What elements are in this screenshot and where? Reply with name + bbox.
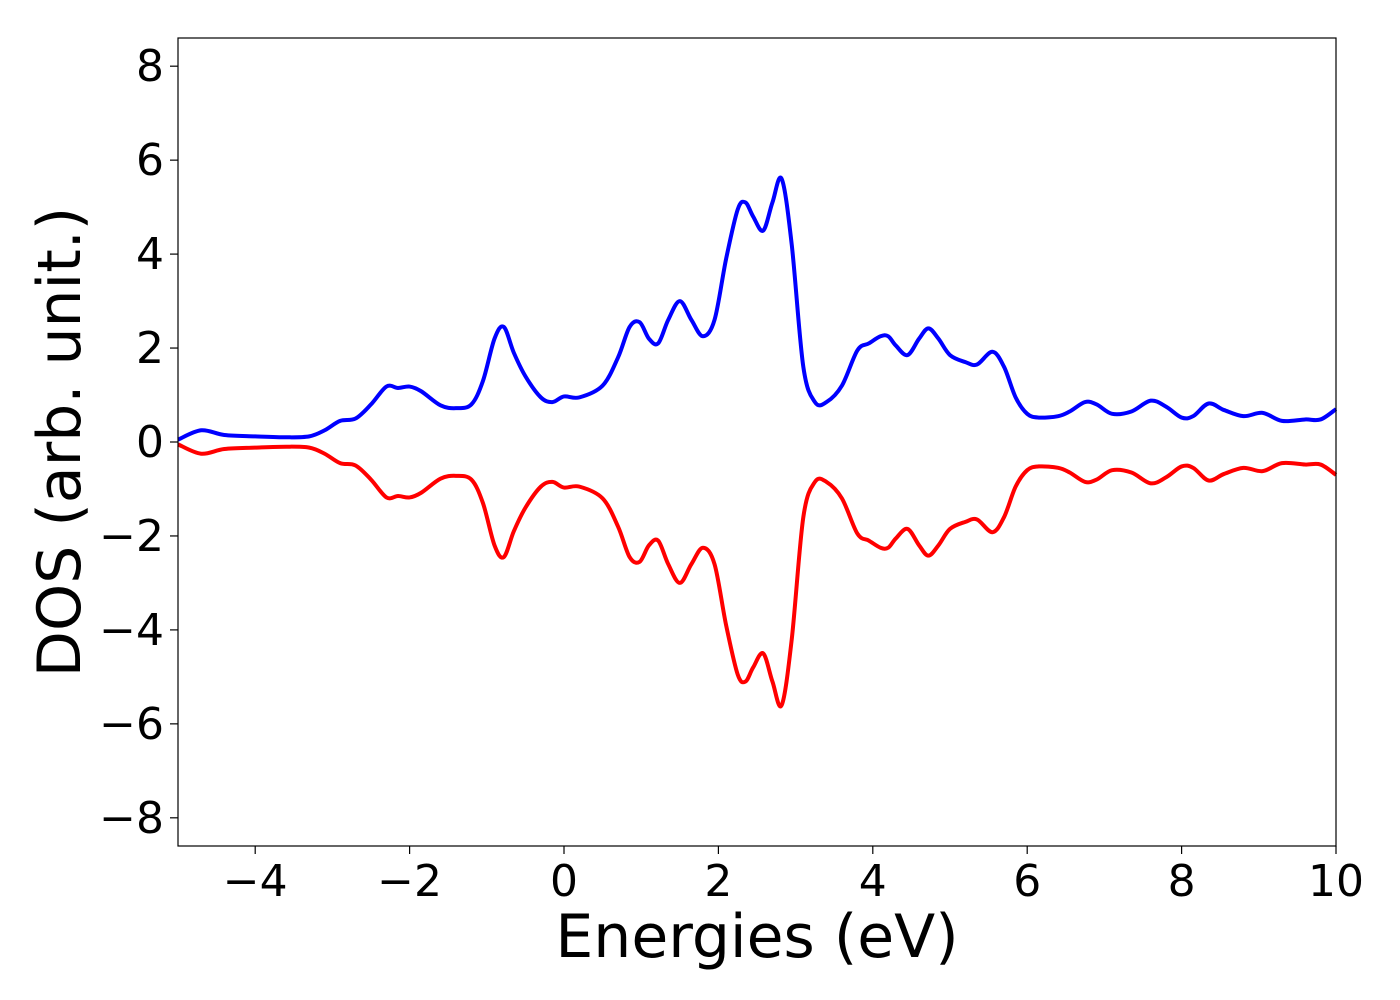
y-tick-label: 6	[136, 135, 164, 186]
series-layer	[177, 175, 1338, 709]
x-tick-label: 2	[704, 856, 732, 907]
x-tick-label: 8	[1168, 856, 1196, 907]
y-axis-ticks: −8 −6 −4 −2 0 2 4 6 8	[99, 41, 178, 844]
x-tick-label: 4	[859, 856, 887, 907]
x-axis-label: Energies (eV)	[555, 902, 958, 972]
x-tick-label: 0	[550, 856, 578, 907]
y-axis-label: DOS (arb. unit.)	[25, 207, 95, 677]
y-tick-label: −2	[99, 511, 164, 562]
x-tick-label: 10	[1308, 856, 1364, 907]
x-axis-ticks: −4 −2 0 2 4 6 8 10	[223, 846, 1364, 907]
y-tick-label: −6	[99, 699, 164, 750]
x-tick-label: −2	[377, 856, 442, 907]
y-tick-label: −4	[99, 605, 164, 656]
x-tick-label: −4	[223, 856, 288, 907]
x-tick-label: 6	[1013, 856, 1041, 907]
y-tick-label: 8	[136, 41, 164, 92]
y-tick-label: 0	[136, 417, 164, 468]
dos-line-negative	[177, 442, 1338, 709]
y-tick-label: 4	[136, 229, 164, 280]
y-tick-label: 2	[136, 323, 164, 374]
dos-line-positive	[177, 175, 1338, 442]
y-tick-label: −8	[99, 793, 164, 844]
